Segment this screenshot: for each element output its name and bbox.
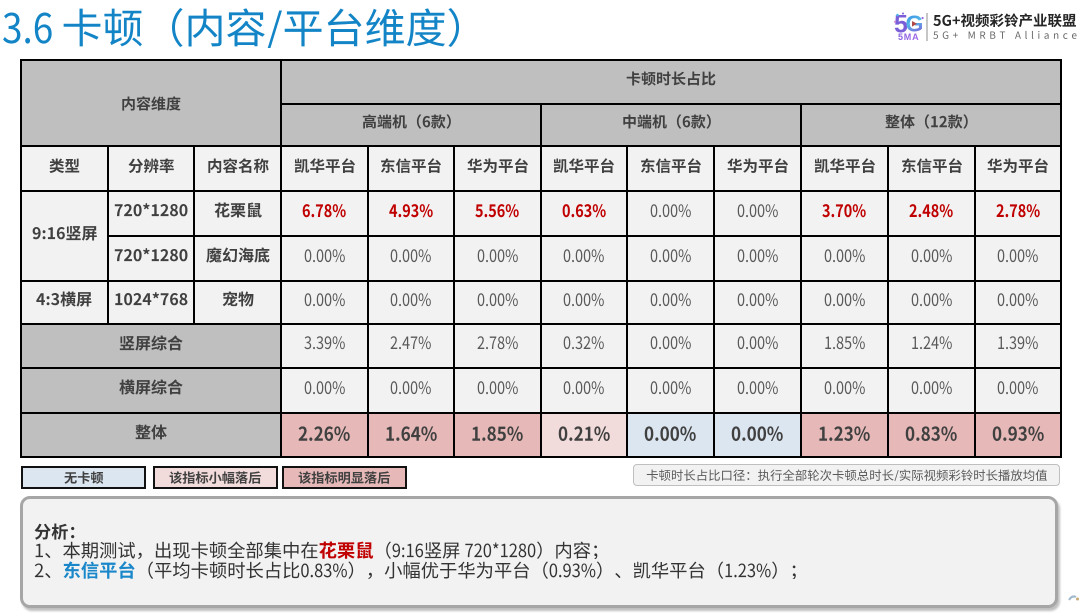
svg-text:5: 5 — [894, 12, 908, 39]
svg-text:5MA: 5MA — [898, 32, 919, 41]
